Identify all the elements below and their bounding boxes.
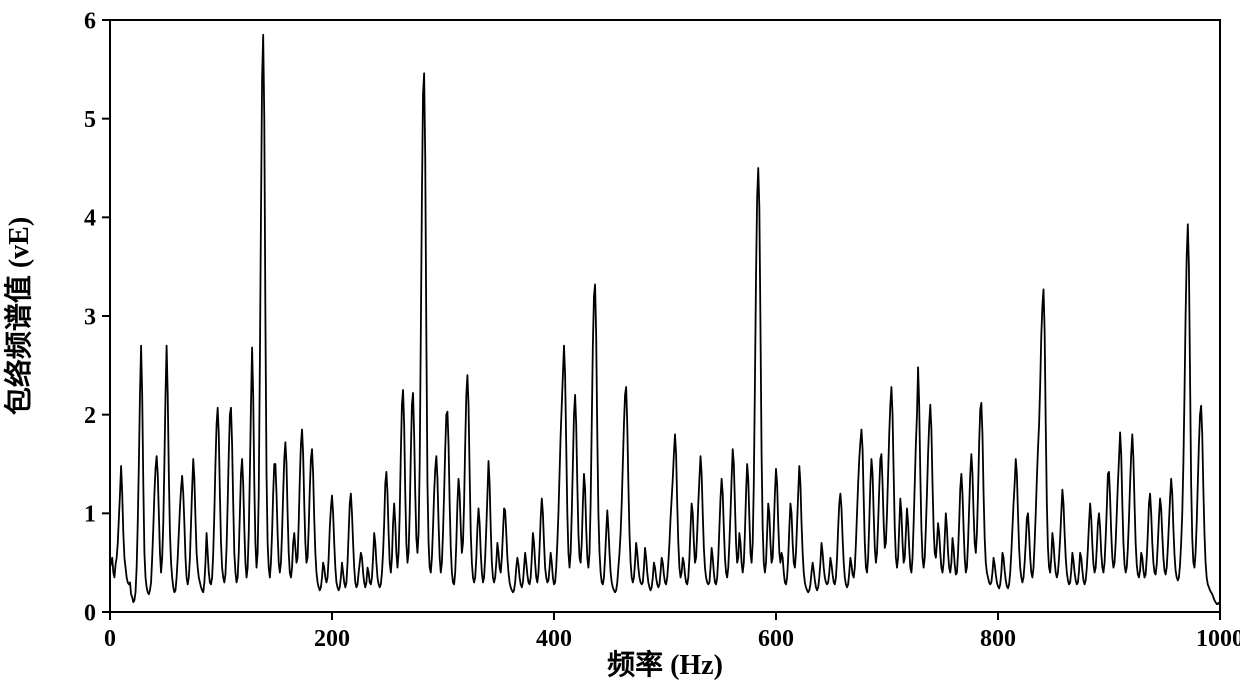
- y-tick-label: 5: [84, 107, 96, 133]
- x-axis-label: 频率 (Hz): [607, 648, 723, 681]
- y-tick-label: 4: [84, 206, 96, 232]
- y-axis-label: 包络频谱值 (vE): [2, 217, 35, 415]
- x-tick-label: 1000: [1196, 626, 1240, 652]
- envelope-spectrum-chart: 0 200 400 600 800 1000 0 1 2 3 4 5 6 频率 (Hz) 包络频谱值 (vE…: [0, 0, 1240, 692]
- y-tick-label: 6: [84, 8, 96, 34]
- x-tick-label: 800: [980, 626, 1016, 652]
- x-tick-label: 400: [536, 626, 572, 652]
- y-tick-label: 0: [84, 600, 96, 626]
- y-tick-label: 3: [84, 304, 96, 330]
- y-tick-label: 2: [84, 403, 96, 429]
- x-tick-label: 0: [104, 626, 116, 652]
- chart-svg: 0 200 400 600 800 1000 0 1 2 3 4 5 6 频率 (Hz) 包络频谱值 (vE…: [0, 0, 1240, 692]
- spectrum-line: [110, 35, 1219, 604]
- y-tick-label: 1: [84, 502, 96, 528]
- x-tick-label: 200: [314, 626, 350, 652]
- x-tick-label: 600: [758, 626, 794, 652]
